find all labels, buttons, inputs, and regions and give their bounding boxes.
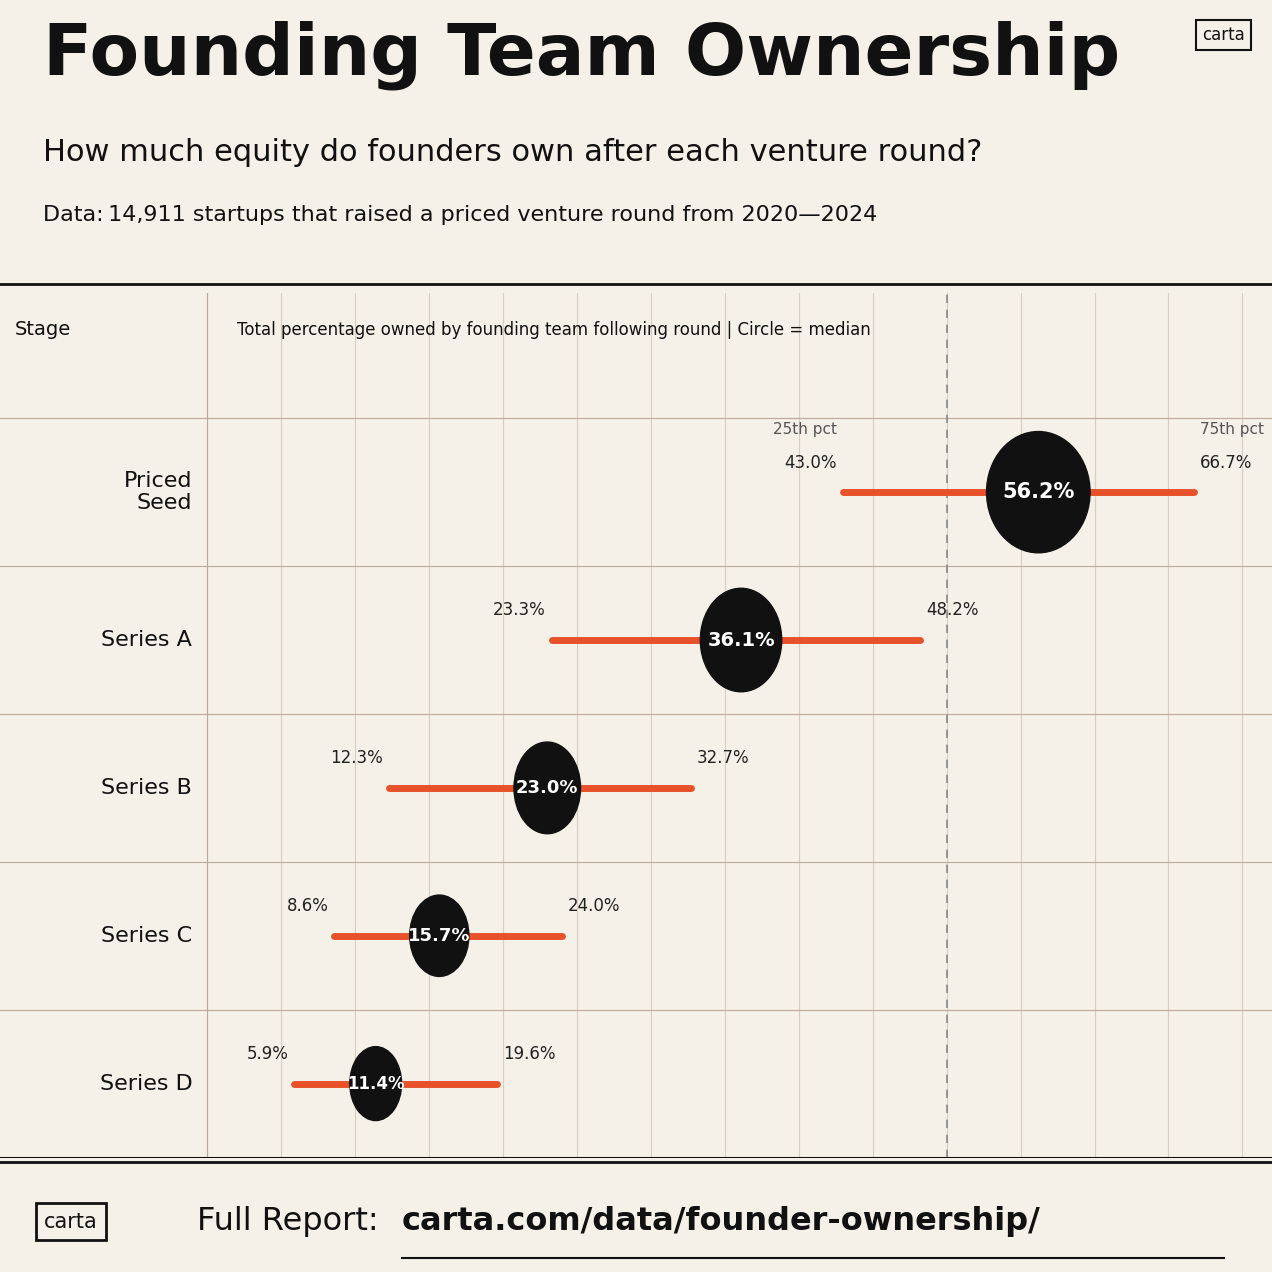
Text: Data: 14,911 startups that raised a priced venture round from 2020—2024: Data: 14,911 startups that raised a pric… [43, 205, 878, 225]
Text: carta: carta [1202, 27, 1245, 45]
Text: Priced
Seed: Priced Seed [123, 471, 192, 514]
Text: How much equity do founders own after each venture round?: How much equity do founders own after ea… [43, 137, 983, 167]
Ellipse shape [987, 431, 1090, 553]
Text: Total percentage owned by founding team following round | Circle = median: Total percentage owned by founding team … [237, 321, 870, 338]
Text: 32.7%: 32.7% [697, 749, 749, 767]
Text: carta.com/data/founder-ownership/: carta.com/data/founder-ownership/ [402, 1206, 1040, 1238]
Text: 66.7%: 66.7% [1199, 454, 1252, 472]
Text: 43.0%: 43.0% [785, 454, 837, 472]
Text: carta: carta [45, 1212, 98, 1231]
Text: 50.0%: 50.0% [922, 1175, 971, 1191]
Ellipse shape [350, 1047, 402, 1121]
Text: Series A: Series A [102, 630, 192, 650]
Text: Series B: Series B [102, 778, 192, 798]
Text: Full Report:: Full Report: [197, 1206, 389, 1238]
Text: 23.0%: 23.0% [516, 778, 579, 796]
Text: Series C: Series C [102, 926, 192, 946]
Ellipse shape [701, 588, 782, 692]
Text: 19.6%: 19.6% [502, 1046, 556, 1063]
Text: 15.7%: 15.7% [408, 927, 471, 945]
Text: Stage: Stage [15, 321, 71, 340]
Text: 75th pct: 75th pct [1199, 422, 1263, 438]
Text: 11.4%: 11.4% [347, 1075, 404, 1093]
Text: 24.0%: 24.0% [569, 897, 621, 915]
Text: 36.1%: 36.1% [707, 631, 775, 650]
Ellipse shape [410, 895, 469, 977]
Text: 56.2%: 56.2% [1002, 482, 1075, 502]
Text: 25th pct: 25th pct [773, 422, 837, 438]
Text: 5.9%: 5.9% [247, 1046, 289, 1063]
Text: 8.6%: 8.6% [286, 897, 328, 915]
Text: 48.2%: 48.2% [926, 602, 978, 619]
Text: 23.3%: 23.3% [494, 602, 546, 619]
Text: 12.3%: 12.3% [331, 749, 383, 767]
Text: Founding Team Ownership: Founding Team Ownership [43, 20, 1121, 90]
Text: Series D: Series D [99, 1074, 192, 1094]
Ellipse shape [514, 742, 580, 833]
